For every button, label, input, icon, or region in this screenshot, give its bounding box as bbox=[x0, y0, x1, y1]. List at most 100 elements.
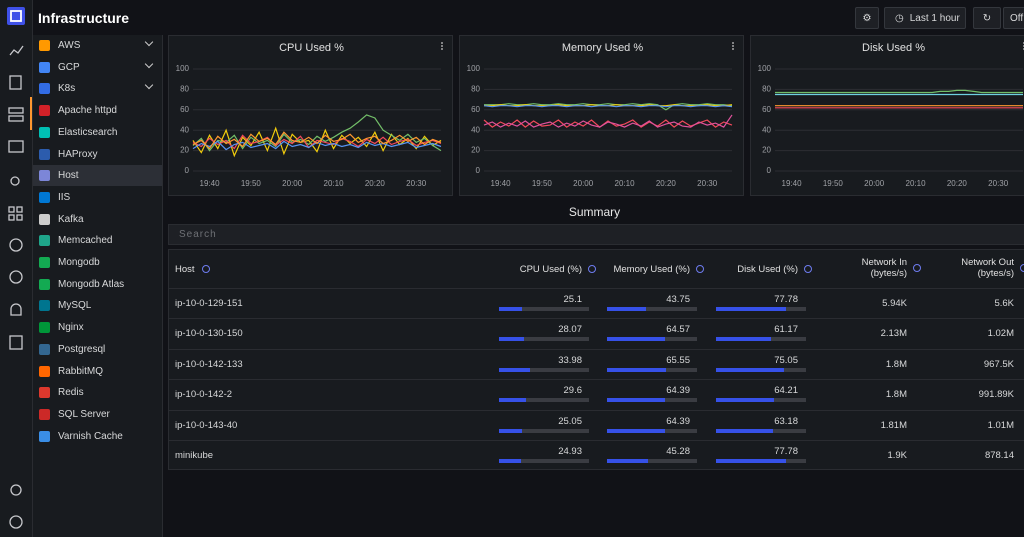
column-header[interactable]: Host bbox=[175, 264, 195, 275]
y-tick-label: 40 bbox=[180, 125, 189, 134]
sort-icon[interactable] bbox=[913, 264, 921, 272]
nav-icon[interactable] bbox=[8, 206, 15, 213]
column-header[interactable]: Disk Used (%) bbox=[737, 264, 798, 275]
column-header[interactable]: CPU Used (%) bbox=[519, 264, 582, 275]
panel-menu[interactable] bbox=[732, 48, 734, 50]
nav-icon[interactable] bbox=[8, 140, 24, 153]
series-line bbox=[775, 89, 1023, 94]
x-tick-label: 19:40 bbox=[200, 179, 221, 188]
sidebar-icon bbox=[39, 170, 50, 182]
settings-button[interactable]: ⚙ bbox=[855, 7, 879, 29]
sidebar-item[interactable]: K8s bbox=[33, 78, 162, 99]
nav-icon[interactable] bbox=[16, 214, 23, 221]
sort-icon[interactable] bbox=[696, 265, 704, 273]
expand-chevron[interactable] bbox=[144, 59, 154, 68]
panel-menu[interactable] bbox=[441, 42, 443, 44]
sidebar-icon bbox=[39, 365, 50, 377]
column-header[interactable]: Network Out (bytes/s) bbox=[961, 257, 1014, 279]
value-cell: 878.14 bbox=[984, 450, 1014, 461]
x-tick-label: 20:00 bbox=[864, 179, 885, 188]
y-tick-label: 40 bbox=[762, 125, 771, 134]
sidebar-item[interactable]: Apache httpd bbox=[33, 100, 162, 121]
nav-icon[interactable] bbox=[9, 335, 23, 350]
sidebar-item[interactable]: SQL Server bbox=[33, 404, 162, 425]
panel-menu[interactable] bbox=[732, 42, 734, 44]
usage-track bbox=[499, 337, 589, 342]
panel-menu[interactable] bbox=[732, 45, 734, 47]
sidebar-item[interactable]: Memcached bbox=[33, 230, 162, 251]
sidebar-item[interactable]: Varnish Cache bbox=[33, 426, 162, 447]
chart-panel: 0 20 40 60 80 100 19:40 19:50 20:00 20:10 20:20 20:… bbox=[750, 35, 1024, 196]
nav-icon[interactable] bbox=[8, 115, 24, 122]
chart-panel: 0 20 40 60 80 100 19:40 19:50 20:00 20:10 20:20 20:… bbox=[459, 35, 744, 196]
sidebar-item[interactable]: AWS bbox=[33, 35, 162, 56]
refresh-interval-button[interactable]: Off bbox=[1003, 7, 1024, 29]
refresh-button[interactable]: ↻ bbox=[973, 7, 1001, 29]
sidebar-label: RabbitMQ bbox=[58, 365, 104, 377]
sidebar-item[interactable]: Postgresql bbox=[33, 339, 162, 360]
row-divider bbox=[169, 348, 1024, 350]
sidebar-item[interactable]: HAProxy bbox=[33, 144, 162, 165]
sidebar-item[interactable]: GCP bbox=[33, 57, 162, 78]
usage-track bbox=[716, 428, 806, 433]
value-cell: 64.57 bbox=[666, 324, 690, 336]
time-range-button[interactable]: ◷ Last 1 hour bbox=[884, 7, 966, 29]
nav-icon[interactable] bbox=[9, 75, 22, 90]
nav-icon[interactable] bbox=[10, 303, 22, 316]
nav-icon[interactable] bbox=[9, 270, 23, 284]
row-divider bbox=[169, 409, 1024, 411]
sidebar-item[interactable]: Mongodb bbox=[33, 252, 162, 273]
nav-icon[interactable] bbox=[10, 176, 20, 186]
panel-menu[interactable] bbox=[441, 48, 443, 50]
user-icon[interactable] bbox=[9, 515, 23, 529]
sidebar: AWS GCP K8s Apache httpd Elasticsearch HAProx… bbox=[33, 35, 163, 537]
value-cell: 1.81M bbox=[880, 419, 907, 431]
sort-icon[interactable] bbox=[804, 265, 812, 273]
icon-rail bbox=[0, 0, 33, 537]
sort-icon[interactable] bbox=[1020, 264, 1024, 272]
x-tick-label: 20:10 bbox=[906, 179, 927, 188]
sort-icon[interactable] bbox=[588, 265, 596, 273]
column-header[interactable]: Network In (bytes/s) bbox=[861, 257, 907, 279]
sidebar-item[interactable]: Host bbox=[33, 165, 162, 187]
sidebar-item[interactable]: Elasticsearch bbox=[33, 122, 162, 143]
rail-icons bbox=[7, 7, 32, 529]
sidebar-item[interactable]: Redis bbox=[33, 382, 162, 403]
expand-chevron[interactable] bbox=[144, 81, 154, 90]
settings-icon[interactable] bbox=[10, 484, 22, 496]
x-tick-label: 20:20 bbox=[656, 179, 677, 188]
sort-icon[interactable] bbox=[202, 265, 210, 273]
sidebar-item[interactable]: MySQL bbox=[33, 295, 162, 316]
sidebar-item[interactable]: IIS bbox=[33, 187, 162, 208]
value-cell: 64.21 bbox=[774, 385, 798, 397]
expand-chevron[interactable] bbox=[144, 37, 154, 47]
refresh-interval-label: Off bbox=[1010, 12, 1024, 24]
usage-track bbox=[716, 337, 806, 342]
sidebar-item[interactable]: Nginx bbox=[33, 317, 162, 338]
value-cell: 77.78 bbox=[774, 294, 798, 305]
value-cell: 2.13M bbox=[880, 328, 907, 340]
usage-bar bbox=[607, 307, 647, 311]
sidebar-icon bbox=[39, 148, 50, 160]
sidebar-icon bbox=[39, 322, 50, 334]
value-cell: 29.6 bbox=[563, 385, 583, 397]
nav-icon[interactable] bbox=[16, 206, 23, 213]
search-input[interactable]: Search bbox=[168, 224, 1024, 245]
value-cell: 5.6K bbox=[994, 298, 1014, 309]
nav-icon[interactable] bbox=[9, 238, 23, 252]
nav-icon[interactable] bbox=[9, 45, 24, 56]
nav-icon[interactable] bbox=[8, 107, 24, 114]
sidebar-label: HAProxy bbox=[58, 148, 98, 160]
sidebar-item[interactable]: Mongodb Atlas bbox=[33, 274, 162, 295]
sidebar-item[interactable]: RabbitMQ bbox=[33, 361, 162, 382]
column-header[interactable]: Memory Used (%) bbox=[613, 264, 690, 275]
sidebar-label: Mongodb bbox=[58, 257, 100, 268]
panel-menu[interactable] bbox=[441, 45, 443, 47]
sidebar-item[interactable]: Kafka bbox=[33, 209, 162, 230]
sidebar-label: Nginx bbox=[58, 322, 84, 334]
nav-icon[interactable] bbox=[8, 214, 15, 221]
value-cell: 65.55 bbox=[666, 354, 690, 366]
y-tick-label: 60 bbox=[180, 105, 189, 114]
usage-bar bbox=[716, 307, 786, 311]
